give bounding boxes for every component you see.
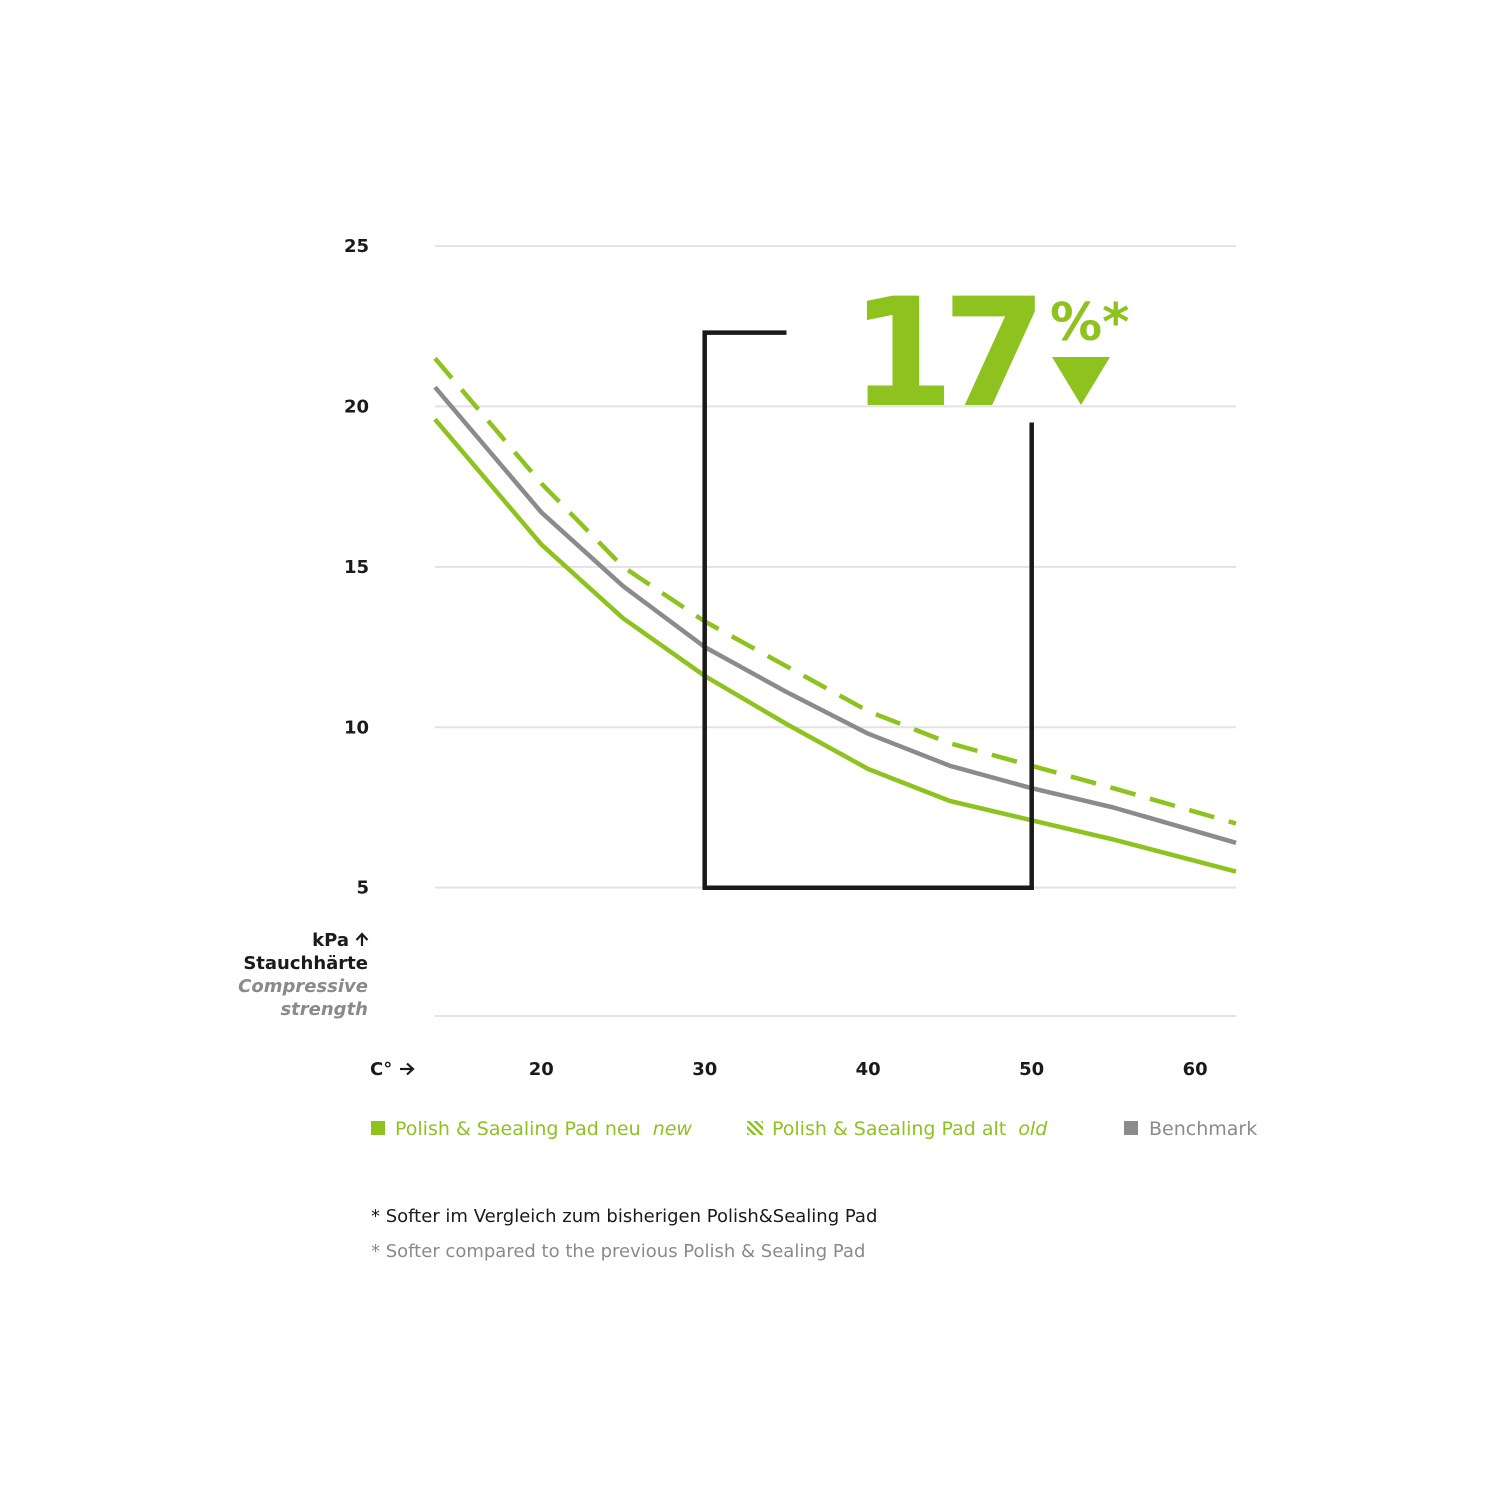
series-line-new (433, 417, 1237, 874)
legend-swatch-solid-green (371, 1121, 385, 1135)
legend-item-benchmark: Benchmark (1124, 1118, 1257, 1140)
series-line-old (433, 356, 1237, 826)
y-axis-unit: kPa (312, 930, 349, 951)
legend-label-benchmark: Benchmark (1149, 1118, 1257, 1140)
series-lines (433, 356, 1237, 874)
series-line-benchmark (433, 385, 1237, 845)
legend-label-old: Polish & Saealing Pad alt (772, 1118, 1006, 1140)
x-axis-ticks: 20 30 40 50 60 (529, 1059, 1208, 1080)
y-axis-label-de: Stauchhärte (243, 953, 368, 974)
grid-lines (435, 245, 1236, 1017)
comparison-bracket (702, 330, 1034, 890)
legend-item-old: Polish & Saealing Pad alt old (747, 1118, 1048, 1140)
y-axis-label-en-line2: strength (280, 999, 368, 1020)
footnote-de: * Softer im Vergleich zum bisherigen Pol… (371, 1206, 877, 1227)
y-tick-label: 10 (344, 717, 369, 738)
right-arrow-icon (400, 1062, 415, 1076)
x-tick-label: 20 (529, 1059, 554, 1080)
x-tick-label: 40 (856, 1059, 881, 1080)
legend: Polish & Saealing Pad neu new Polish & S… (371, 1118, 1257, 1140)
y-tick-label: 15 (344, 557, 369, 578)
svg-text:Polish & Saealing Pad neu: Polish & Saealing Pad neu new (395, 1118, 692, 1140)
x-axis-unit: C° (370, 1059, 392, 1080)
percent-text: %* (1050, 293, 1129, 353)
up-arrow-icon (355, 932, 369, 946)
legend-swatch-solid-gray (1124, 1121, 1138, 1135)
legend-item-new: Polish & Saealing Pad neu new (371, 1118, 692, 1140)
legend-swatch-hatched-green (747, 1121, 763, 1135)
down-triangle-icon (1052, 357, 1110, 405)
x-tick-label: 60 (1183, 1059, 1208, 1080)
y-axis-label-en-line1: Compressive (238, 976, 368, 997)
big-number: 17 (850, 267, 1035, 441)
footnote-en: * Softer compared to the previous Polish… (371, 1241, 865, 1262)
x-axis-label: C° (370, 1059, 415, 1080)
y-tick-label: 20 (344, 396, 369, 417)
y-tick-label: 25 (344, 236, 369, 257)
legend-suffix-new: new (653, 1118, 693, 1140)
x-tick-label: 30 (692, 1059, 717, 1080)
legend-label-new: Polish & Saealing Pad neu (395, 1118, 641, 1140)
x-tick-label: 50 (1019, 1059, 1044, 1080)
y-axis-label: kPa Stauchhärte Compressive strength (238, 930, 369, 1020)
y-axis-ticks: 5 10 15 20 25 (344, 236, 369, 899)
svg-text:Polish & Saealing Pad alt: Polish & Saealing Pad alt old (772, 1118, 1048, 1140)
softness-annotation: 17 %* (702, 267, 1129, 890)
legend-suffix-old: old (1018, 1118, 1048, 1140)
y-tick-label: 5 (356, 878, 369, 899)
